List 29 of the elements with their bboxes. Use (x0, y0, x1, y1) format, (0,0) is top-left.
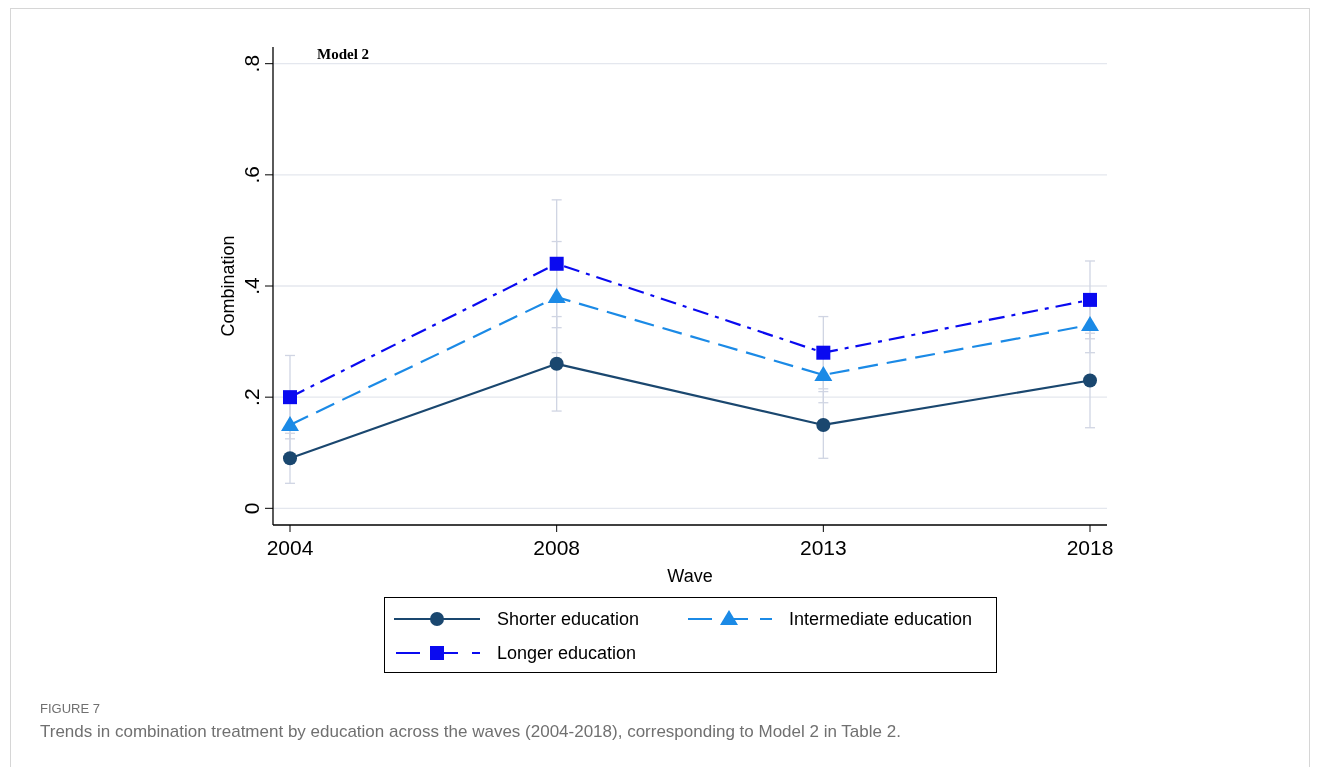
x-tick-label: 2004 (266, 535, 314, 559)
y-axis-title: Combination (217, 235, 239, 337)
point (549, 256, 564, 271)
point (1083, 373, 1097, 388)
point (1081, 315, 1099, 331)
legend-label: Intermediate education (789, 608, 973, 630)
legend-label: Longer education (497, 642, 637, 664)
point (547, 288, 566, 304)
caption: FIGURE 7 (40, 701, 100, 716)
y-tick-label: .6 (240, 166, 263, 184)
point (283, 390, 297, 405)
point (1083, 292, 1097, 307)
point (816, 417, 831, 432)
x-axis-title: Wave (667, 565, 713, 587)
y-tick-label: .8 (240, 54, 263, 73)
chart-title: Model 2 (317, 46, 370, 63)
x-tick-label: 2008 (533, 535, 581, 559)
x-tick-label: 2018 (1066, 535, 1114, 559)
legend-label: Shorter education (497, 608, 640, 630)
point (549, 356, 564, 371)
y-tick-label: 0 (240, 502, 263, 515)
point (281, 415, 299, 431)
text: Trends in combination treatment by education across the waves (2004-2018), corresponding to Model 2 in Table 2. (40, 722, 901, 742)
point (814, 365, 833, 381)
point (283, 451, 297, 466)
x-tick-label: 2013 (799, 535, 847, 559)
point (816, 345, 831, 360)
y-tick-label: .2 (240, 388, 263, 406)
y-tick-label: .4 (240, 276, 263, 295)
